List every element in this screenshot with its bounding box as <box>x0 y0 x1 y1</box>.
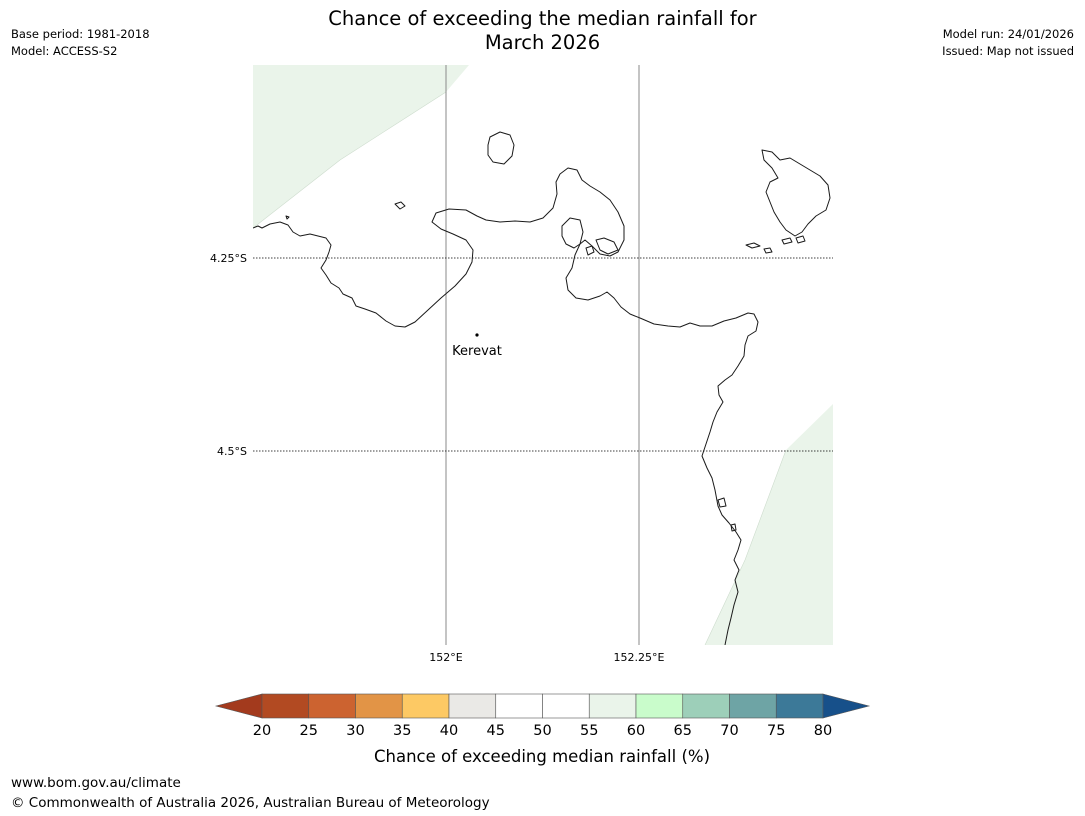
issued-text: Issued: Map not issued <box>942 44 1074 58</box>
lat-label-4-5s: 4.5°S <box>217 445 247 458</box>
colorbar-cell-65-70 <box>682 693 730 719</box>
coastline-islet-b <box>394 201 406 210</box>
coastline-islet-d <box>745 242 761 249</box>
coastline-islet-g <box>795 235 806 244</box>
colorbar-cell-55-60 <box>588 693 637 719</box>
shading-edge-se <box>704 449 787 645</box>
colorbar-ticks: 20 25 30 35 40 45 50 55 60 65 70 75 80 <box>253 723 832 739</box>
colorbar-cell-45-50 <box>495 693 543 719</box>
footer-url: www.bom.gov.au/climate <box>11 775 181 791</box>
coastline-duke-of-york-main <box>761 149 831 237</box>
title-line-1: Chance of exceeding the median rainfall … <box>328 7 757 30</box>
colorbar-cell-25-30 <box>308 693 356 719</box>
colorbar-label: Chance of exceeding median rainfall (%) <box>374 747 710 766</box>
coastline-peninsula-inner <box>561 217 584 249</box>
colorbar-tick-60: 60 <box>627 723 645 739</box>
colorbar-cell-30-35 <box>355 693 403 719</box>
map-area: Kerevat <box>253 65 833 645</box>
colorbar-cell-20-25 <box>261 693 310 719</box>
colorbar-tick-65: 65 <box>674 723 692 739</box>
colorbar-tick-20: 20 <box>253 723 271 739</box>
kerevat-label: Kerevat <box>452 344 502 359</box>
lat-label-4-25s: 4.25°S <box>210 252 247 265</box>
colorbar-tick-25: 25 <box>300 723 318 739</box>
colorbar-tick-30: 30 <box>346 723 364 739</box>
model-run-text: Model run: 24/01/2026 <box>942 27 1074 41</box>
metadata-right: Model run: 24/01/2026 Issued: Map not is… <box>942 26 1074 60</box>
colorbar-tick-45: 45 <box>487 723 505 739</box>
colorbar-tick-50: 50 <box>533 723 551 739</box>
colorbar-cell-60-65 <box>635 693 684 719</box>
lon-label-152e: 152°E <box>429 651 462 664</box>
colorbar-under-arrow <box>214 693 263 719</box>
coastline-islet-a <box>585 245 595 256</box>
title-line-2: March 2026 <box>484 31 601 54</box>
colorbar: 20 25 30 35 40 45 50 55 60 65 70 75 80 Chance of exc… <box>214 693 871 766</box>
model-text: Model: ACCESS-S2 <box>11 44 118 58</box>
colorbar-cell-40-45 <box>448 693 497 719</box>
colorbar-cells <box>261 693 824 719</box>
shading-edge-nw <box>253 91 447 229</box>
colorbar-tick-80: 80 <box>814 723 832 739</box>
footer-copyright: © Commonwealth of Australia 2026, Austra… <box>11 795 490 811</box>
metadata-left: Base period: 1981-2018 Model: ACCESS-S2 <box>11 26 150 60</box>
colorbar-cell-35-40 <box>401 693 450 719</box>
coastline-islet-i <box>730 523 737 532</box>
colorbar-tick-55: 55 <box>580 723 598 739</box>
colorbar-cell-75-80 <box>775 693 824 719</box>
colorbar-over-arrow <box>822 693 871 719</box>
coastline-islet-e <box>763 247 773 254</box>
colorbar-cell-70-75 <box>729 693 777 719</box>
shading-region-se <box>705 404 833 645</box>
kerevat-marker <box>475 333 479 337</box>
coastline-islet-f <box>781 237 793 245</box>
map-title: Chance of exceeding the median rainfall … <box>0 7 1085 55</box>
colorbar-tick-35: 35 <box>393 723 411 739</box>
base-period-text: Base period: 1981-2018 <box>11 27 150 41</box>
coastline-main <box>253 167 759 645</box>
shading-region-nw <box>253 65 469 228</box>
colorbar-tick-40: 40 <box>440 723 458 739</box>
colorbar-cell-50-55 <box>542 693 590 719</box>
coastline-islet-c <box>285 215 290 220</box>
lon-label-152-25e: 152.25°E <box>614 651 665 664</box>
coastline-islet-h <box>717 497 727 508</box>
colorbar-tick-75: 75 <box>767 723 785 739</box>
coastline-bay-islands <box>595 237 619 255</box>
coastline <box>253 131 831 645</box>
colorbar-tick-70: 70 <box>720 723 738 739</box>
coastline-island-north <box>487 131 515 165</box>
